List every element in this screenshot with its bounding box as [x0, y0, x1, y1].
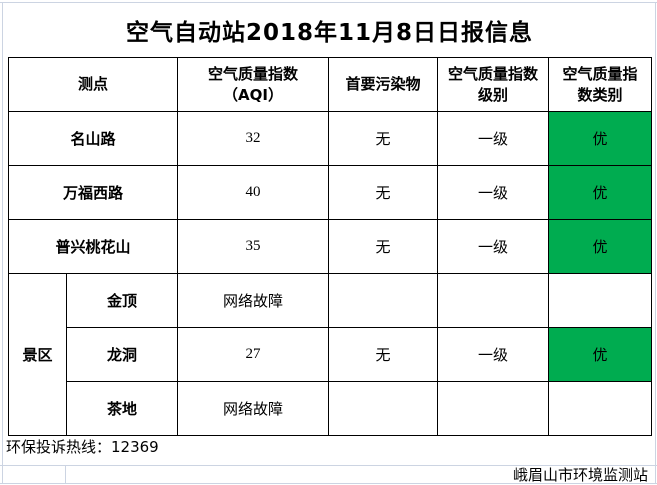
category-cell: 优: [548, 165, 653, 220]
level-cell: 一级: [437, 327, 550, 382]
table-row-jinding: 景区 金顶 网络故障: [8, 273, 653, 436]
pollutant-cell: 无: [328, 111, 439, 166]
site-name-cell: 名山路: [7, 111, 179, 166]
site-name-cell: 万福西路: [7, 165, 179, 220]
col-header-level: 空气质量指数 级别: [437, 57, 550, 112]
site-name-cell: 金顶: [65, 273, 179, 328]
aqi-value-cell: 32: [177, 111, 330, 166]
aqi-value-cell: 网络故障: [177, 381, 330, 436]
table-row-mingshanlu: 名山路 32 无 一级 优: [7, 111, 653, 166]
pollutant-cell: 无: [328, 327, 439, 382]
col-header-aqi: 空气质量指数 （AQI）: [177, 57, 330, 112]
scenic-area-group-cell: 景区: [8, 273, 67, 436]
category-cell: [548, 381, 653, 436]
gridline-right: [655, 2, 656, 483]
site-name-cell: 茶地: [65, 381, 179, 436]
gridline-bottom-cell: [65, 465, 66, 483]
aqi-value-cell: 35: [177, 219, 330, 274]
gridline-top: [0, 2, 657, 3]
category-cell: 优: [548, 219, 653, 274]
level-cell: 一级: [437, 219, 550, 274]
aqi-value-cell: 27: [177, 327, 330, 382]
complaint-hotline: 环保投诉热线：12369: [6, 438, 159, 456]
category-cell: [548, 273, 653, 328]
gridline-bottom: [0, 483, 657, 484]
category-cell: 优: [548, 111, 653, 166]
aqi-table: 测点 空气质量指数 （AQI） 首要污染物 空气质量指数 级别 空气质量指 数类…: [7, 57, 653, 436]
aqi-value-cell: 40: [177, 165, 330, 220]
col-header-site: 测点: [7, 57, 179, 112]
pollutant-cell: [328, 273, 439, 328]
col-header-category: 空气质量指 数类别: [548, 57, 653, 112]
site-name-cell: 龙洞: [65, 327, 179, 382]
site-name-cell: 普兴桃花山: [7, 219, 179, 274]
header-row: 测点 空气质量指数 （AQI） 首要污染物 空气质量指数 级别 空气质量指 数类…: [7, 57, 653, 112]
gridline-footer: [0, 465, 657, 466]
pollutant-cell: 无: [328, 165, 439, 220]
level-cell: 一级: [437, 165, 550, 220]
monitoring-station-signature: 峨眉山市环境监测站: [512, 466, 648, 484]
level-cell: [437, 381, 550, 436]
table-row-puxingtaohuashan: 普兴桃花山 35 无 一级 优: [7, 219, 653, 274]
table-row-longdong: 龙洞 27 无 一级 优: [9, 327, 653, 382]
level-cell: [437, 273, 550, 328]
category-cell: 优: [548, 327, 653, 382]
pollutant-cell: 无: [328, 219, 439, 274]
table-row-chadi: 茶地 网络故障: [9, 381, 653, 436]
page-title: 空气自动站2018年11月8日日报信息: [125, 19, 534, 46]
table-row-wanfuxilu: 万福西路 40 无 一级 优: [7, 165, 653, 220]
gridline-left: [2, 2, 3, 483]
col-header-pollutant: 首要污染物: [328, 57, 439, 112]
aqi-value-cell: 网络故障: [177, 273, 330, 328]
level-cell: 一级: [437, 111, 550, 166]
